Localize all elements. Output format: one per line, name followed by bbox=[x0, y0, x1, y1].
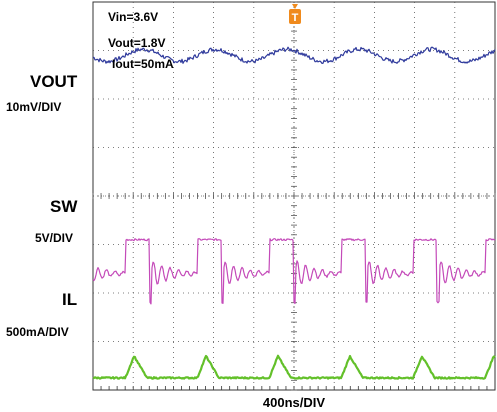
channel-scale-sw: 5V/DIV bbox=[35, 231, 73, 245]
trigger-marker: T bbox=[289, 4, 301, 24]
trace-sw bbox=[92, 238, 496, 305]
channel-name-vout: VOUT bbox=[30, 72, 78, 91]
condition-vout: Vout=1.8V bbox=[108, 36, 165, 50]
trace-vout bbox=[92, 46, 496, 65]
condition-vin: Vin=3.6V bbox=[108, 10, 158, 24]
channel-name-sw: SW bbox=[50, 197, 78, 216]
trigger-label: T bbox=[292, 12, 299, 24]
graticule bbox=[92, 1, 496, 391]
x-axis-label: 400ns/DIV bbox=[263, 395, 325, 410]
trace-il bbox=[92, 354, 496, 380]
condition-iout: Iout=50mA bbox=[112, 57, 174, 71]
channel-name-il: IL bbox=[62, 290, 77, 309]
channel-scale-il: 500mA/DIV bbox=[6, 325, 69, 339]
channel-scale-vout: 10mV/DIV bbox=[6, 100, 61, 114]
waveform-traces bbox=[92, 46, 496, 380]
